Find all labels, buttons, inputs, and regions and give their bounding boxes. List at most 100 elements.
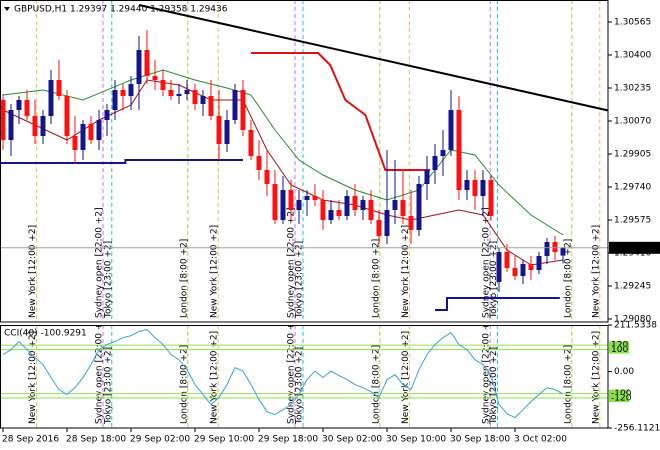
candle-body [64,96,70,136]
candle-body [272,184,278,220]
chart-title: GBPUSD,H1 1.29397 1.29440 1.29358 1.2943… [14,5,228,15]
candle-body [192,90,198,104]
price-frame [0,0,609,323]
candle-body [536,256,542,270]
candle-body [280,190,286,220]
cci-plot: New York [12:00 +2] New York [12:00 +2] Ne… [0,313,608,428]
candle-body [352,196,358,210]
candle-body [384,210,390,236]
candle-body [416,184,422,230]
candle-body [288,190,294,210]
candle-body [208,96,214,116]
y-tick-label: 1.29080 [614,315,651,325]
candle-body [472,180,478,196]
session-label: Sydney open [22:00 +2] [287,313,297,424]
y-tick-label: -256.1121 [614,424,660,434]
y-tick-label: 1.30400 [614,51,651,61]
candle-body [168,90,174,96]
candle-body [464,180,470,190]
level-label: 100 [611,345,628,355]
y-tick-label: 1.29575 [614,216,651,226]
candle-body [232,90,238,120]
level-box [609,389,629,398]
candle-body [488,180,494,216]
candle-body [408,216,414,230]
candle-body [112,90,118,110]
menu-icon[interactable] [4,7,10,11]
x-tick-label: 29 Sep 10:00 [194,435,254,445]
session-label: Sydney open [22:00 +2] [95,207,105,318]
candle-body [176,94,182,96]
session-label: Tokyo [23:00 +2] [103,241,113,319]
x-tick-label: 28 Sep 18:00 [66,435,126,445]
candle-body [160,80,166,90]
candle-body [88,124,94,140]
x-tick-label: 3 Oct 02:00 [514,435,567,445]
x-tick-label: 29 Sep 18:00 [258,435,318,445]
y-tick-label: 1.29905 [614,150,651,160]
y-tick-label: 1.29740 [614,183,651,193]
candle-body [480,180,486,196]
candle-body [24,100,30,116]
y-tick-label: 1.30565 [614,18,651,28]
cci-line [2,328,564,419]
candle-body [520,264,526,276]
candle-body [80,124,86,150]
candle-body [448,110,454,150]
candle-body [376,220,382,236]
x-tick-label: 29 Sep 02:00 [130,435,190,445]
overlay-line [251,52,431,171]
candle-body [224,120,230,144]
candle-body [528,264,534,270]
price-label: 1.29436 [614,243,651,253]
y-tick-label: 1.30235 [614,84,651,94]
level-box [609,345,629,354]
candle-body [544,242,550,256]
y-tick-label: 1.29245 [614,282,651,292]
candle-body [152,76,158,80]
overlay-line [0,159,243,164]
candle-body [8,110,14,140]
candle-body [256,156,262,170]
session-label: Tokyo [23:00 +2] [295,241,305,319]
level-box [609,394,629,403]
candle-body [32,116,38,136]
price-box [609,241,660,254]
session-label: Tokyo [23:00 +2] [103,347,113,425]
candle-body [200,96,206,104]
candle-body [240,90,246,130]
candle-body [40,116,46,136]
candle-body [0,100,6,140]
session-label: New York [12:00 +2] [210,331,220,424]
candle-body [48,80,54,116]
session-label: London [8:00 +2] [563,345,573,424]
candle-body [264,170,270,184]
session-label: London [8:00 +2] [371,345,381,424]
price-plot: New York [12:00 +2] New York [12:00 +2] Ne… [0,0,608,322]
session-label: New York [12:00 +2] [401,225,411,318]
candle-body [392,200,398,210]
session-label: Tokyo [23:00 +2] [489,241,499,319]
candle-body [56,80,62,96]
session-label: London [8:00 +2] [371,239,381,318]
y-tick-label: 1.30070 [614,117,651,127]
overlay-line [138,4,608,112]
candle-body [424,170,430,184]
candle-body [128,84,134,96]
candle-body [184,90,190,94]
candle-body [504,252,510,268]
cci-frame [0,325,609,429]
candle-body [216,116,222,144]
session-label: Sydney open [22:00 +2] [95,313,105,424]
session-label: London [8:00 +2] [179,345,189,424]
candle-body [456,110,462,190]
overlay-line [435,297,560,311]
session-label: New York [12:00 +2] [28,331,38,424]
cci-title: CCI(40) -100.9291 [4,329,87,339]
x-tick-label: 30 Sep 10:00 [386,435,446,445]
candle-body [120,90,126,96]
candle-body [136,50,142,84]
candle-body [336,210,342,216]
candle-body [328,210,334,220]
